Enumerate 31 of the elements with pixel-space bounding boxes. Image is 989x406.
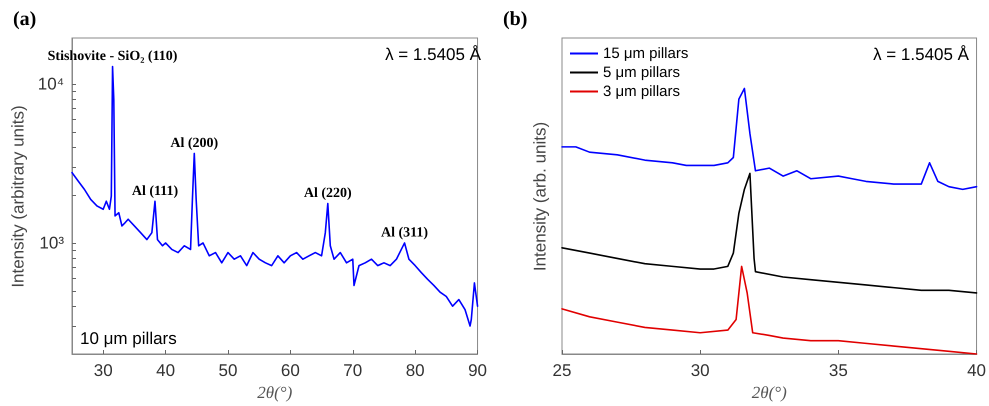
y-tick-label: 10⁴ — [38, 74, 64, 94]
x-tick-label: 30 — [690, 361, 710, 380]
text: λ = 1.5405 Å — [873, 45, 970, 64]
y-axis-title: Intensity (arbitrary units) — [8, 105, 28, 288]
legend-label: 5 μm pillars — [603, 64, 680, 81]
chart-title: (b) — [503, 8, 528, 30]
annotation: λ = 1.5405 Å — [385, 45, 482, 64]
annotation: Al (200) — [170, 136, 219, 151]
x-axis-title: 2θ(°) — [752, 383, 788, 402]
x-axis-title: 2θ(°) — [257, 383, 293, 402]
line-series — [71, 66, 478, 327]
x-tick-label: 30 — [94, 361, 113, 380]
annotation: Al (220) — [304, 186, 352, 202]
x-tick-label: 80 — [406, 361, 425, 380]
legend-label: 3 μm pillars — [603, 83, 680, 100]
annotation: Stishovite - SiO₂ (110) — [48, 49, 178, 64]
x-tick-label: 90 — [468, 361, 488, 380]
y-axis-title: Intensity (arb. units) — [530, 122, 550, 272]
chart-title: (a) — [13, 8, 36, 30]
annotation: 10 μm pillars — [80, 329, 177, 348]
x-tick-label: 25 — [552, 361, 572, 380]
x-tick-label: 35 — [828, 361, 848, 380]
x-tick-label: 60 — [280, 361, 300, 380]
y-tick-label: 10³ — [39, 233, 64, 252]
annotation: Al (111) — [132, 184, 178, 199]
annotation: Al (311) — [381, 225, 428, 240]
legend-label: 15 μm pillars — [603, 45, 688, 62]
x-tick-label: 70 — [343, 361, 362, 380]
x-tick-label: 40 — [967, 361, 986, 380]
x-tick-label: 50 — [218, 361, 238, 380]
x-tick-label: 40 — [156, 361, 176, 380]
